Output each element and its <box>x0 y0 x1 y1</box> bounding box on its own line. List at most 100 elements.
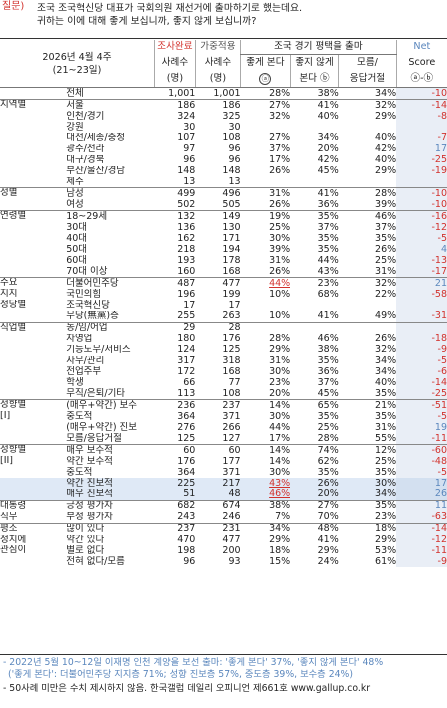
row-subgroup: 30대 <box>66 222 88 233</box>
table-row: 중도적 364 371 30% 35% 35% -5 <box>0 466 447 478</box>
row-weighted-n: 77 <box>228 377 241 389</box>
row-net-score: 17 <box>396 143 447 155</box>
row-negative-pct: 24% <box>317 556 339 568</box>
row-weighted-n: 127 <box>222 433 241 444</box>
table-row: 관심이 별로 없다 198 200 18% 29% 53% -11 <box>0 545 447 557</box>
row-weighted-n: 371 <box>222 411 241 422</box>
row-net-score: -60 <box>396 443 447 456</box>
row-segment: 정치에 <box>0 534 27 545</box>
row-dk-pct: 53% <box>375 545 397 557</box>
row-subgroup: 사무/관리 <box>66 355 105 367</box>
row-weighted-n: 108 <box>222 132 241 144</box>
row-completed-n: 236 <box>154 399 196 412</box>
row-weighted-n: 199 <box>222 288 241 300</box>
table-row: 대구/경북 96 96 17% 42% 40% -25 <box>0 154 447 166</box>
row-subgroup: 광주/전라 <box>66 143 105 155</box>
row-completed-n: 136 <box>177 222 196 233</box>
row-dk-pct: 31% <box>375 422 397 433</box>
row-segment <box>0 133 66 144</box>
row-completed-n: 29 <box>154 321 196 334</box>
row-dk-pct: 39% <box>375 199 397 211</box>
row-net-score: -51 <box>396 399 447 412</box>
row-weighted-n: 505 <box>222 199 241 211</box>
row-negative-pct: 41% <box>317 534 339 546</box>
table-row: 기능노무/서비스 124 125 29% 38% 32% -9 <box>0 344 447 356</box>
row-positive-pct: 17% <box>269 154 291 166</box>
row-positive-pct: 26% <box>269 199 291 211</box>
table-row: 인천/경기 324 325 32% 40% 29% -8 <box>0 110 447 122</box>
table-row: 대전/세종/충청 107 108 27% 34% 40% -7 <box>0 132 447 144</box>
row-negative-pct: 48% <box>290 522 339 535</box>
row-weighted-n: 231 <box>195 522 241 535</box>
row-weighted-n: 371 <box>222 466 241 478</box>
row-weighted-n: 176 <box>222 333 241 345</box>
row-positive-pct: 28% <box>269 333 291 345</box>
row-subgroup: 70대 이상 <box>66 266 108 277</box>
table-row: 매우 진보적 51 48 46% 20% 34% 26 <box>0 488 447 501</box>
row-positive-pct: 39% <box>269 244 291 255</box>
row-segment: 주요 <box>0 276 67 289</box>
col-positive-mid: 좋게 본다 <box>240 54 291 71</box>
row-subgroup: 약간 있다 <box>66 534 105 546</box>
table-row: 무당(無黨)층 255 263 10% 41% 49% -31 <box>0 310 447 323</box>
row-positive-pct: 37% <box>269 143 291 155</box>
row-negative-pct: 40% <box>317 110 339 122</box>
footer-note-1: - 2022년 5월 10~12일 이재명 인천 계양을 보선 출마: '좋게 … <box>3 657 384 668</box>
row-weighted-n: 130 <box>222 222 241 233</box>
row-negative-pct: 20% <box>317 143 339 155</box>
row-positive-pct: 28% <box>240 87 291 100</box>
row-net-score: 11 <box>396 499 447 512</box>
row-negative-pct <box>290 321 339 334</box>
row-segment <box>0 144 66 155</box>
row-dk-pct: 35% <box>375 411 397 422</box>
row-dk-pct: 37% <box>375 222 397 233</box>
row-net-score: -25 <box>396 154 447 166</box>
row-positive-pct: 44% <box>240 276 291 289</box>
row-completed-n: 96 <box>183 556 196 568</box>
table-row: 학생 66 77 23% 37% 40% -14 <box>0 377 447 389</box>
row-negative-pct: 36% <box>317 366 339 378</box>
row-net-score: 4 <box>396 244 447 256</box>
row-completed-n: 364 <box>177 466 196 478</box>
row-positive-pct: 20% <box>269 388 291 400</box>
row-completed-n: 132 <box>154 210 196 223</box>
row-segment <box>0 177 66 188</box>
row-dk-pct: 35% <box>375 466 397 478</box>
row-subgroup: 별로 없다 <box>66 545 105 557</box>
row-net-score: -63 <box>396 511 447 524</box>
row-completed-n: 113 <box>177 388 196 400</box>
col-n2-mid: 사례수 <box>194 54 241 71</box>
row-segment <box>0 244 66 255</box>
row-subgroup: (매우+약간) 진보 <box>66 422 138 433</box>
row-segment: 지지 <box>0 288 18 299</box>
row-dk-pct: 22% <box>375 288 397 300</box>
table-row: 50대 218 194 39% 35% 26% 4 <box>0 244 447 256</box>
row-negative-pct: 46% <box>317 333 339 345</box>
row-segment: 관심이 <box>0 545 27 556</box>
row-dk-pct: 29% <box>375 110 397 122</box>
row-subgroup: 인천/경기 <box>66 110 105 122</box>
row-segment: [II] <box>0 455 14 466</box>
row-segment: 평소 <box>0 522 67 535</box>
row-completed-n: 176 <box>177 455 196 467</box>
row-completed-n: 255 <box>177 310 196 322</box>
row-negative-pct: 35% <box>317 355 339 367</box>
row-dk-pct: 61% <box>375 556 397 568</box>
row-positive-pct: 26% <box>269 165 291 177</box>
row-net-score: -31 <box>396 310 447 323</box>
row-segment <box>0 255 66 266</box>
row-dk-pct: 30% <box>338 477 397 489</box>
row-completed-n: 317 <box>177 355 196 367</box>
row-subgroup: 국민의힘 <box>66 288 102 300</box>
highlighted-positive-pct: 44% <box>269 277 291 289</box>
row-weighted-n: 148 <box>222 165 241 177</box>
row-negative-pct: 35% <box>290 210 339 223</box>
row-dk-pct: 26% <box>375 333 397 345</box>
row-positive-pct: 30% <box>269 466 291 478</box>
row-segment <box>0 111 66 122</box>
row-positive-pct: 38% <box>240 499 291 512</box>
question-line-2: 귀하는 이에 대해 좋게 보십니까, 좋지 않게 보십니까? <box>37 15 257 27</box>
row-subgroup: 모름/응답거절 <box>66 433 122 444</box>
row-subgroup: 중도적 <box>66 466 93 478</box>
row-subgroup: 더불어민주당 <box>66 276 155 289</box>
